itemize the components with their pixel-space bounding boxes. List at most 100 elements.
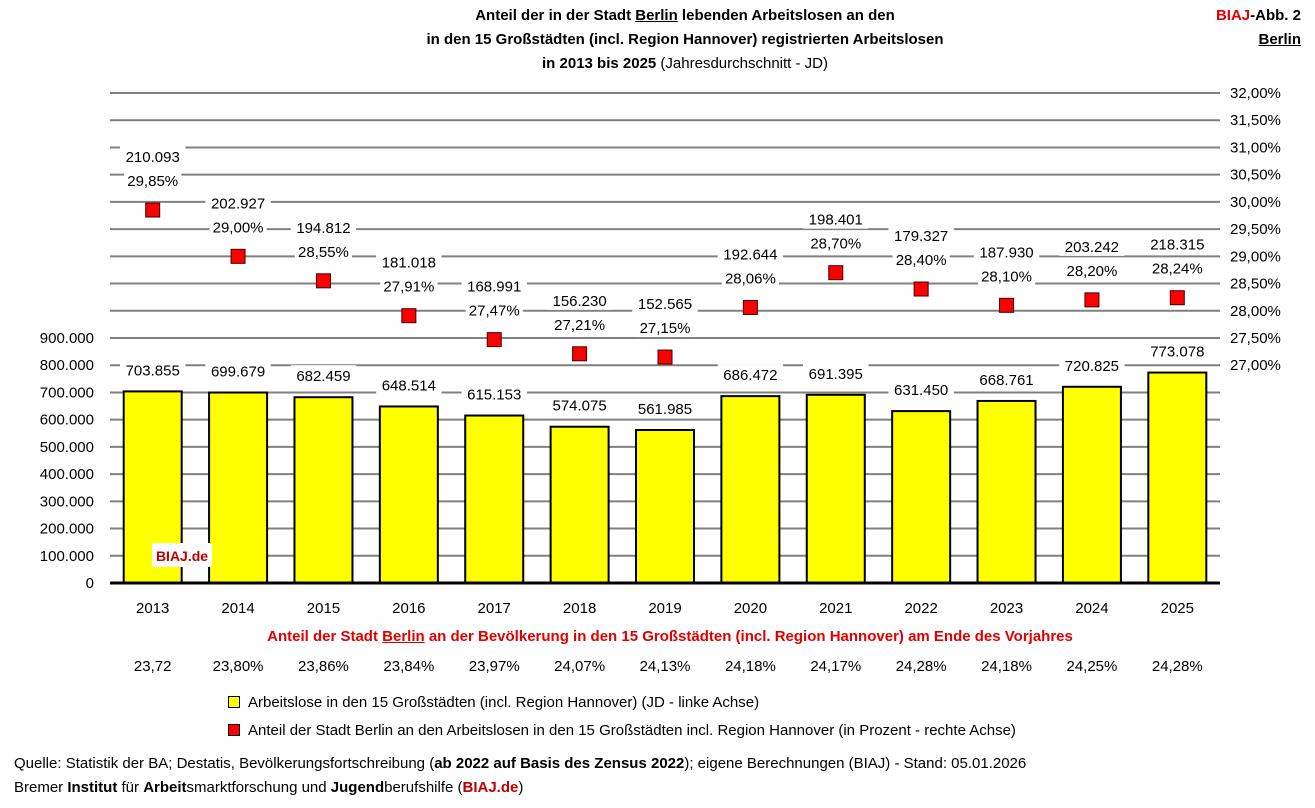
population-share-value: 24,28% bbox=[896, 658, 947, 675]
institute-line: Bremer Institut für Arbeitsmarktforschun… bbox=[14, 779, 523, 796]
point-marker bbox=[401, 308, 417, 324]
x-axis-tick: 2023 bbox=[990, 600, 1023, 617]
point-percent-label: 28,24% bbox=[1152, 261, 1203, 278]
x-axis-tick: 2018 bbox=[563, 600, 596, 617]
berlin-count-label-bg bbox=[1144, 233, 1211, 254]
x-axis-tick: 2025 bbox=[1161, 600, 1194, 617]
point-percent-label: 28,70% bbox=[810, 236, 861, 253]
x-axis-tick: 2022 bbox=[904, 600, 937, 617]
left-axis-tick: 0 bbox=[86, 575, 94, 592]
x-axis-tick: 2020 bbox=[734, 600, 767, 617]
point-percent-label: 28,10% bbox=[981, 268, 1032, 285]
point-percent-label: 27,15% bbox=[640, 320, 691, 337]
point-marker bbox=[315, 273, 331, 289]
legend-swatch-yellow bbox=[228, 696, 240, 708]
right-axis-tick: 31,00% bbox=[1230, 139, 1281, 156]
point-percent-label-bg bbox=[209, 216, 267, 237]
badge-brand: BIAJ bbox=[1215, 7, 1251, 24]
berlin-count-label-bg bbox=[888, 225, 954, 245]
population-title-text: an der Bevölkerung in den 15 Großstädten… bbox=[424, 628, 1073, 645]
point-marker bbox=[230, 248, 246, 264]
source-bold: ab 2022 auf Basis des Zensus 2022 bbox=[434, 755, 685, 772]
bar bbox=[464, 414, 525, 584]
population-share-value: 23,80% bbox=[213, 658, 264, 675]
berlin-count-label-bg bbox=[546, 289, 613, 310]
berlin-count-label-bg bbox=[290, 216, 357, 237]
bar bbox=[293, 396, 354, 584]
point-percent-label-bg bbox=[1148, 257, 1206, 278]
legend-item-points: Anteil der Stadt Berlin an den Arbeitslo… bbox=[228, 722, 1016, 739]
bar bbox=[635, 429, 695, 584]
bar-value-label: 699.679 bbox=[211, 364, 265, 381]
point-percent-label-bg bbox=[551, 313, 609, 334]
bar-value-label: 773.078 bbox=[1150, 344, 1204, 361]
badge-number: -Abb. 2 bbox=[1250, 7, 1301, 24]
x-axis-tick: 2014 bbox=[221, 600, 254, 617]
population-share-value: 24,18% bbox=[981, 658, 1032, 675]
bar-value-label-bg bbox=[461, 383, 527, 404]
bar bbox=[891, 410, 952, 585]
berlin-count-label: 187.930 bbox=[979, 244, 1033, 261]
bar-value-label: 648.514 bbox=[382, 377, 436, 394]
berlin-count-label: 179.327 bbox=[894, 228, 948, 245]
point-marker bbox=[572, 346, 588, 362]
bar-value-label-bg bbox=[376, 374, 442, 395]
bar bbox=[976, 399, 1037, 584]
source-text: ); eigene Berechnungen (BIAJ) - Stand: 0… bbox=[684, 755, 1027, 772]
point-percent-label: 28,40% bbox=[896, 252, 947, 269]
title-text: lebenden Arbeitslosen an den bbox=[677, 7, 895, 24]
left-axis-tick: 100.000 bbox=[40, 548, 94, 565]
bar-value-label-bg bbox=[803, 362, 869, 383]
berlin-count-label-bg bbox=[119, 146, 186, 167]
bar bbox=[208, 391, 269, 584]
population-share-value: 24,18% bbox=[725, 658, 776, 675]
legend-item-bars: Arbeitslose in den 15 Großstädten (incl.… bbox=[228, 694, 759, 711]
right-axis-tick: 31,50% bbox=[1230, 112, 1281, 129]
inst-link[interactable]: BIAJ.de bbox=[462, 779, 519, 796]
berlin-count-label: 152.565 bbox=[638, 296, 692, 313]
inst-bold: Jugend bbox=[330, 779, 385, 796]
point-marker bbox=[145, 202, 161, 218]
population-title-city: Berlin bbox=[382, 628, 425, 645]
point-marker bbox=[657, 349, 673, 365]
chart-title: Anteil der in der Stadt Berlin lebenden … bbox=[300, 4, 1070, 76]
legend-swatch-red bbox=[228, 724, 240, 736]
berlin-count-label-bg bbox=[205, 192, 271, 213]
point-percent-label: 29,00% bbox=[213, 219, 264, 236]
berlin-count-label: 202.927 bbox=[211, 195, 265, 212]
bar-value-label: 686.472 bbox=[723, 367, 777, 384]
x-axis-tick: 2024 bbox=[1075, 600, 1108, 617]
x-axis-tick: 2019 bbox=[648, 600, 681, 617]
left-axis-tick: 300.000 bbox=[40, 493, 94, 510]
point-marker bbox=[742, 300, 758, 316]
population-title-text: Anteil der Stadt bbox=[267, 628, 383, 645]
berlin-count-label-bg bbox=[461, 275, 527, 296]
bar-value-label: 615.153 bbox=[467, 387, 521, 404]
bar-value-label-bg bbox=[1059, 354, 1125, 375]
berlin-count-label: 203.242 bbox=[1065, 239, 1119, 256]
point-percent-label: 28,06% bbox=[725, 271, 776, 288]
left-axis-tick: 800.000 bbox=[40, 357, 94, 374]
bar bbox=[1061, 385, 1122, 584]
bar-value-label: 574.075 bbox=[552, 398, 606, 415]
population-share-value: 24,07% bbox=[554, 658, 605, 675]
bar-value-label-bg bbox=[205, 360, 271, 381]
population-share-value: 23,86% bbox=[298, 658, 349, 675]
title-line3: in 2013 bis 2025 bbox=[542, 55, 657, 72]
inst-bold: Arbeit bbox=[143, 779, 187, 796]
left-axis-tick: 200.000 bbox=[40, 521, 94, 538]
bar bbox=[720, 395, 781, 585]
population-share-value: 24,13% bbox=[640, 658, 691, 675]
title-line2: in den 15 Großstädten (incl. Region Hann… bbox=[426, 31, 944, 48]
point-marker bbox=[1084, 292, 1100, 308]
point-percent-label: 27,21% bbox=[554, 317, 605, 334]
point-marker bbox=[913, 281, 929, 297]
bar bbox=[549, 425, 610, 584]
right-axis-tick: 32,00% bbox=[1230, 85, 1281, 102]
point-percent-label-bg bbox=[380, 275, 438, 296]
point-percent-label: 28,55% bbox=[298, 244, 349, 261]
left-axis-tick: 500.000 bbox=[40, 439, 94, 456]
berlin-count-label-bg bbox=[973, 241, 1040, 262]
left-axis-tick: 900.000 bbox=[40, 330, 94, 347]
